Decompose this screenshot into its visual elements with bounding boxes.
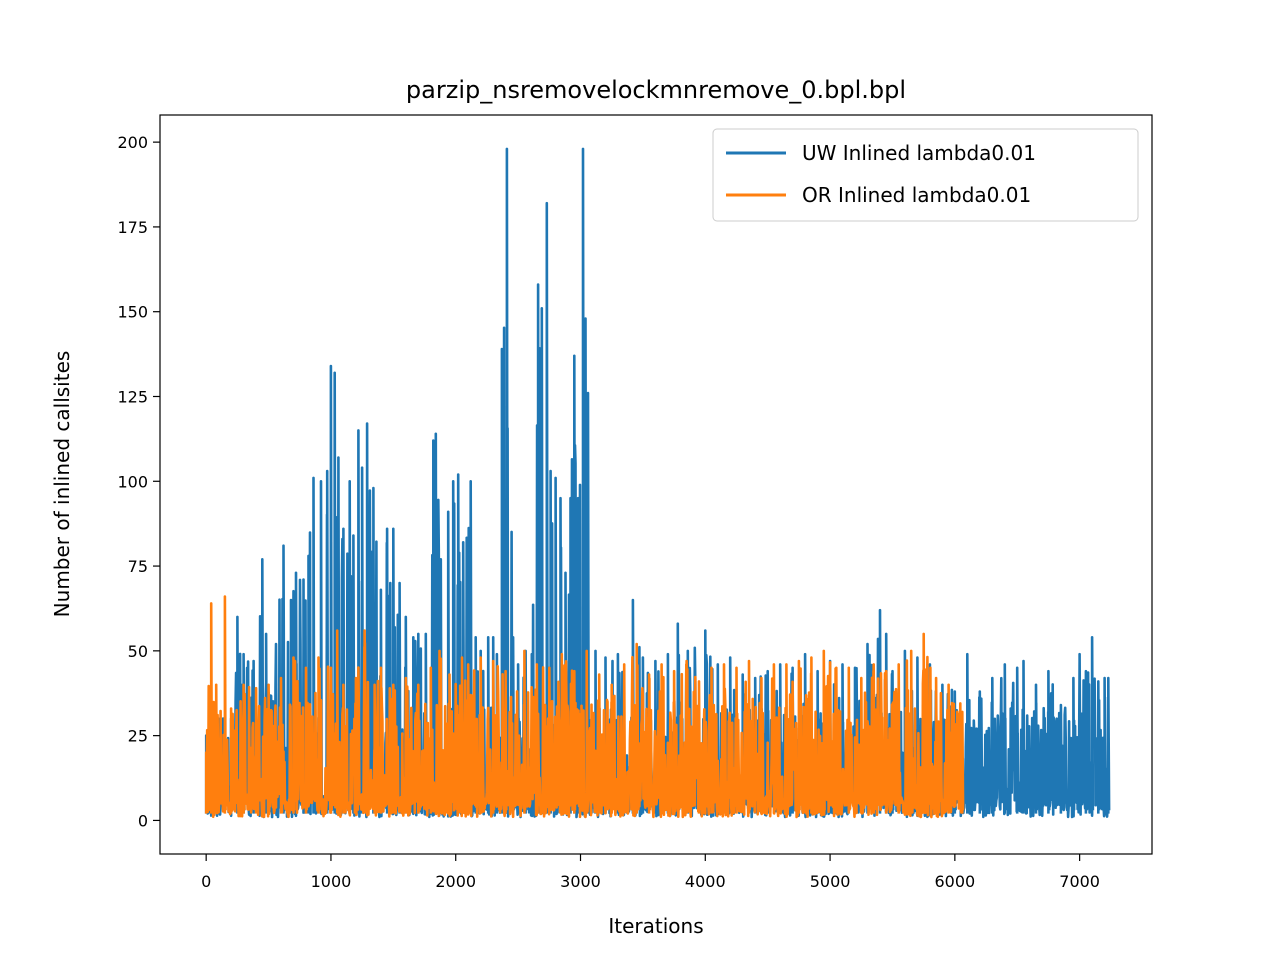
- y-tick-label: 0: [138, 811, 148, 830]
- x-tick-label: 5000: [810, 872, 851, 891]
- x-axis-label: Iterations: [608, 914, 703, 938]
- y-tick-label: 100: [117, 472, 148, 491]
- y-tick-label: 75: [128, 557, 148, 576]
- x-tick-label: 1000: [311, 872, 352, 891]
- series-line-or: [204, 595, 965, 819]
- y-tick-label: 200: [117, 133, 148, 152]
- x-tick-label: 0: [201, 872, 211, 891]
- y-tick-label: 150: [117, 303, 148, 322]
- x-tick-label: 6000: [934, 872, 975, 891]
- x-tick-label: 2000: [435, 872, 476, 891]
- y-tick-label: 25: [128, 727, 148, 746]
- y-tick-label: 175: [117, 218, 148, 237]
- legend-label-uw: UW Inlined lambda0.01: [802, 141, 1036, 165]
- x-tick-label: 3000: [560, 872, 601, 891]
- y-axis: 0 25 50 75 100 125 150 175 200: [117, 133, 160, 830]
- plot-frame: [159, 114, 1153, 855]
- legend: UW Inlined lambda0.01 OR Inlined lambda0…: [712, 128, 1139, 222]
- chart-title: parzip_nsremovelockmnremove_0.bpl.bpl: [406, 76, 906, 104]
- legend-box: [712, 128, 1139, 222]
- y-tick-label: 125: [117, 387, 148, 406]
- y-axis-label: Number of inlined callsites: [50, 351, 74, 618]
- legend-label-or: OR Inlined lambda0.01: [802, 183, 1031, 207]
- y-tick-label: 50: [128, 642, 148, 661]
- x-tick-label: 7000: [1059, 872, 1100, 891]
- x-tick-label: 4000: [685, 872, 726, 891]
- x-axis: 0 1000 2000 3000 4000 5000 6000 7000: [201, 854, 1100, 891]
